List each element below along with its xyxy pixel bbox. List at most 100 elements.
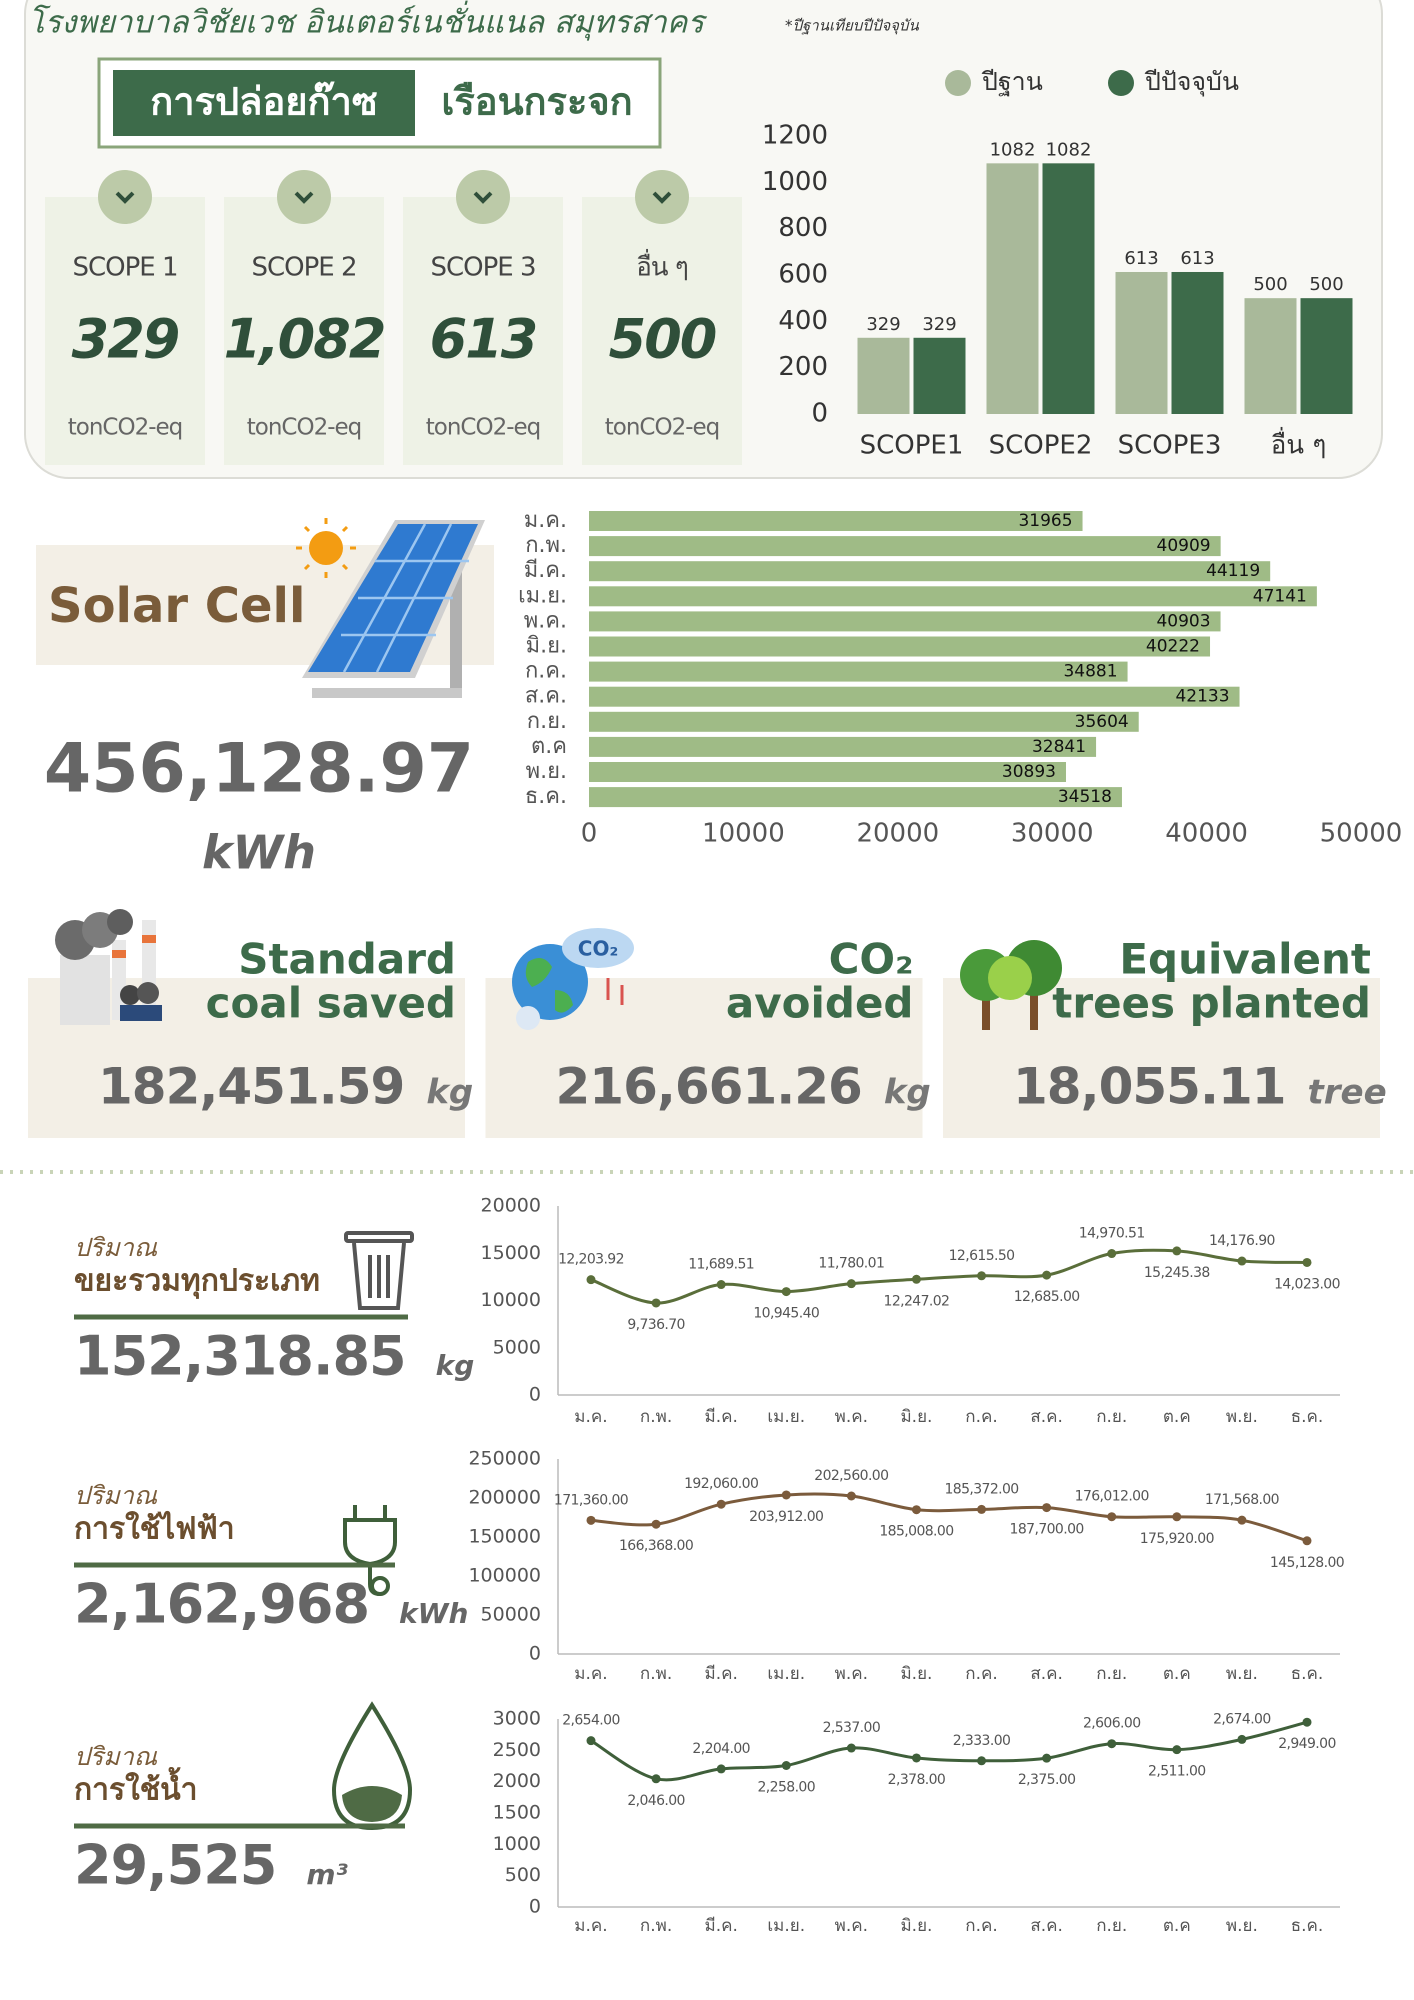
- y-tick-label: ม.ค.: [524, 508, 567, 533]
- x-tick-label: เม.ย.: [767, 1664, 805, 1684]
- x-tick-label: ธ.ค.: [1291, 1407, 1324, 1427]
- x-tick-label: ก.ค.: [965, 1664, 997, 1684]
- line: [590, 1720, 1308, 1782]
- line-point: [716, 1499, 726, 1509]
- x-tick-label: SCOPE1: [860, 431, 964, 461]
- point-value-label: 15,245.38: [1144, 1265, 1210, 1281]
- point-value-label: 2,258.00: [757, 1779, 815, 1795]
- point-value-label: 12,685.00: [1014, 1289, 1080, 1305]
- point-value-label: 203,912.00: [749, 1509, 823, 1525]
- bar-value-label: 613: [1124, 248, 1158, 269]
- usage-title: ขยะรวมทุกประเภท: [74, 1264, 320, 1300]
- x-tick-label: มี.ค.: [704, 1664, 737, 1684]
- x-tick-label: มิ.ย.: [900, 1664, 932, 1684]
- solar-unit: kWh: [202, 826, 316, 880]
- x-tick-label: พ.ย.: [1226, 1407, 1258, 1427]
- point-value-label: 2,204.00: [692, 1741, 750, 1757]
- y-tick-label: 5000: [493, 1336, 541, 1358]
- y-tick-label: 250000: [468, 1448, 541, 1470]
- stat-unit: tree: [1308, 1073, 1387, 1113]
- line-point: [1237, 1734, 1247, 1744]
- line-point: [651, 1774, 661, 1784]
- point-value-label: 12,203.92: [558, 1252, 624, 1268]
- bar: [589, 511, 1083, 531]
- y-tick-label: ก.ค.: [525, 659, 567, 684]
- line-point: [586, 1515, 596, 1525]
- point-value-label: 14,023.00: [1274, 1276, 1340, 1292]
- line-point: [716, 1764, 726, 1774]
- usage-value: 152,318.85: [74, 1325, 406, 1388]
- usage-label: ปริมาณ: [74, 1481, 158, 1510]
- x-tick-label: พ.ค.: [835, 1664, 868, 1684]
- point-value-label: 185,008.00: [879, 1524, 953, 1540]
- stat-value: 18,055.11: [1013, 1058, 1286, 1116]
- bar-value-label: 30893: [1002, 762, 1056, 782]
- y-tick-label: ต.ค: [531, 734, 567, 759]
- legend-label: ปีฐาน: [981, 67, 1042, 96]
- bar: [589, 636, 1211, 657]
- x-tick-label: ก.ย.: [1096, 1407, 1127, 1427]
- solar-value: 456,128.97: [44, 730, 474, 809]
- point-value-label: 2,537.00: [823, 1720, 881, 1736]
- bar-value-label: 34881: [1063, 662, 1117, 682]
- scope-unit: tonCO2-eq: [605, 415, 720, 441]
- line-point: [846, 1491, 856, 1501]
- x-tick-label: ม.ค.: [574, 1664, 607, 1684]
- y-tick-label: 0: [529, 1643, 541, 1665]
- x-tick-label: ม.ค.: [574, 1916, 607, 1936]
- y-tick-label: ก.พ.: [525, 533, 567, 558]
- x-tick-label: ต.ค: [1163, 1407, 1191, 1427]
- coal-icon: [55, 909, 162, 1025]
- line-point: [1302, 1717, 1312, 1727]
- x-tick-label: ม.ค.: [574, 1407, 607, 1427]
- scope-label: SCOPE 1: [72, 253, 177, 283]
- scope-card: [45, 197, 205, 465]
- scope-unit: tonCO2-eq: [68, 415, 183, 441]
- point-value-label: 11,780.01: [818, 1256, 884, 1272]
- chevron-circle: [98, 170, 152, 224]
- x-tick-label: ธ.ค.: [1291, 1916, 1324, 1936]
- legend-label: ปีปัจจุบัน: [1144, 67, 1239, 97]
- bar: [986, 163, 1039, 414]
- line-point: [651, 1519, 661, 1529]
- point-value-label: 175,920.00: [1140, 1531, 1214, 1547]
- bar: [589, 536, 1221, 557]
- line: [590, 1248, 1308, 1305]
- y-tick-label: 200: [778, 352, 828, 382]
- line-point: [1042, 1753, 1052, 1763]
- x-tick-label: SCOPE2: [989, 431, 1093, 461]
- bar: [589, 611, 1221, 632]
- line-point: [1107, 1512, 1117, 1522]
- bar-value-label: 42133: [1175, 687, 1229, 707]
- y-tick-label: 50000: [481, 1604, 541, 1626]
- point-value-label: 2,375.00: [1018, 1772, 1076, 1788]
- chevron: [294, 191, 314, 204]
- stat-title: CO₂: [829, 935, 914, 984]
- line-point: [1172, 1512, 1182, 1522]
- chevron-circle: [635, 170, 689, 224]
- line-point: [911, 1274, 921, 1284]
- scope-label: อื่น ๆ: [636, 249, 688, 283]
- x-tick-label: 30000: [1011, 819, 1094, 849]
- scope-value: 1,082: [224, 308, 385, 371]
- x-tick-label: ต.ค: [1163, 1916, 1191, 1936]
- x-tick-label: ก.พ.: [640, 1407, 672, 1427]
- usage-title: การใช้ไฟฟ้า: [74, 1511, 235, 1547]
- usage-label: ปริมาณ: [74, 1742, 158, 1771]
- line-point: [911, 1505, 921, 1515]
- bar: [1115, 271, 1168, 414]
- x-tick-label: เม.ย.: [767, 1407, 805, 1427]
- bar: [589, 711, 1139, 732]
- stat-value: 216,661.26: [556, 1058, 862, 1116]
- y-tick-label: มิ.ย.: [526, 634, 567, 659]
- chevron: [473, 191, 493, 204]
- y-tick-label: พ.ค.: [524, 608, 567, 633]
- line-point: [1107, 1739, 1117, 1749]
- y-tick-label: 20000: [481, 1195, 541, 1217]
- drop-icon: [331, 1701, 413, 1831]
- line-point: [1042, 1270, 1052, 1280]
- x-tick-label: มิ.ย.: [900, 1407, 932, 1427]
- ghg-title: การปล่อยก๊าซ: [150, 80, 377, 124]
- x-tick-label: SCOPE3: [1118, 431, 1222, 461]
- bar-value-label: 32841: [1032, 737, 1086, 757]
